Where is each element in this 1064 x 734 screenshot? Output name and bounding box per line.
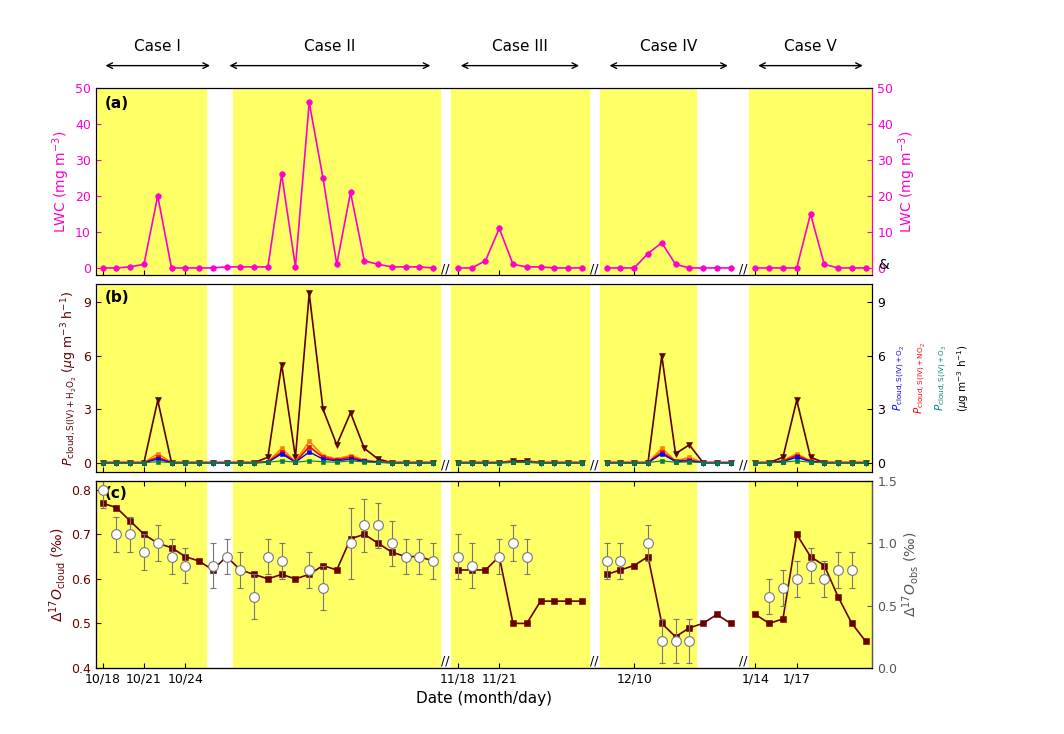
Y-axis label: LWC (mg m$^{-3}$): LWC (mg m$^{-3}$) (896, 131, 918, 233)
Text: //: // (442, 262, 450, 275)
Bar (749, 285, 872, 471)
Y-axis label: $\Delta^{17}O_\mathrm{obs}$ (‰): $\Delta^{17}O_\mathrm{obs}$ (‰) (900, 531, 921, 617)
Bar (451, 285, 588, 471)
Bar (96, 285, 206, 471)
Text: (a): (a) (105, 95, 129, 111)
Text: //: // (442, 655, 450, 668)
Text: $P_\mathrm{cloud, S(IV)+O_2}$: $P_\mathrm{cloud, S(IV)+O_2}$ (892, 345, 907, 411)
Text: //: // (738, 262, 747, 275)
Bar (451, 481, 588, 668)
Text: $P_\mathrm{cloud, S(IV)+NO_2}$: $P_\mathrm{cloud, S(IV)+NO_2}$ (913, 342, 928, 414)
Bar (233, 481, 440, 668)
Text: Case V: Case V (784, 40, 837, 54)
Text: (c): (c) (105, 487, 128, 501)
Bar (96, 88, 206, 275)
Bar (451, 88, 588, 275)
Text: Case I: Case I (134, 40, 181, 54)
Text: //: // (591, 459, 599, 471)
Bar (233, 285, 440, 471)
Text: &: & (878, 258, 888, 272)
Text: Case IV: Case IV (641, 40, 697, 54)
Text: //: // (591, 262, 599, 275)
Y-axis label: $P_\mathrm{cloud, S(IV)+H_2O_2}$ ($\mu$g m$^{-3}$ h$^{-1}$): $P_\mathrm{cloud, S(IV)+H_2O_2}$ ($\mu$g… (60, 291, 80, 465)
Text: ($\mu$g m$^{-3}$ h$^{-1}$): ($\mu$g m$^{-3}$ h$^{-1}$) (955, 344, 970, 412)
Text: $P_\mathrm{cloud, S(IV)+O_3}$: $P_\mathrm{cloud, S(IV)+O_3}$ (934, 345, 949, 411)
Bar (600, 88, 696, 275)
Bar (600, 481, 696, 668)
Bar (749, 88, 872, 275)
Text: Case II: Case II (304, 40, 355, 54)
X-axis label: Date (month/day): Date (month/day) (416, 691, 552, 706)
Y-axis label: LWC (mg m$^{-3}$): LWC (mg m$^{-3}$) (50, 131, 72, 233)
Text: //: // (442, 459, 450, 471)
Bar (96, 481, 206, 668)
Y-axis label: $\Delta^{17}O_\mathrm{cloud}$ (‰): $\Delta^{17}O_\mathrm{cloud}$ (‰) (47, 527, 68, 622)
Text: //: // (738, 655, 747, 668)
Bar (233, 88, 440, 275)
Text: //: // (738, 459, 747, 471)
Bar (749, 481, 872, 668)
Bar (600, 285, 696, 471)
Text: Case III: Case III (492, 40, 548, 54)
Text: //: // (591, 655, 599, 668)
Text: (b): (b) (105, 290, 130, 305)
